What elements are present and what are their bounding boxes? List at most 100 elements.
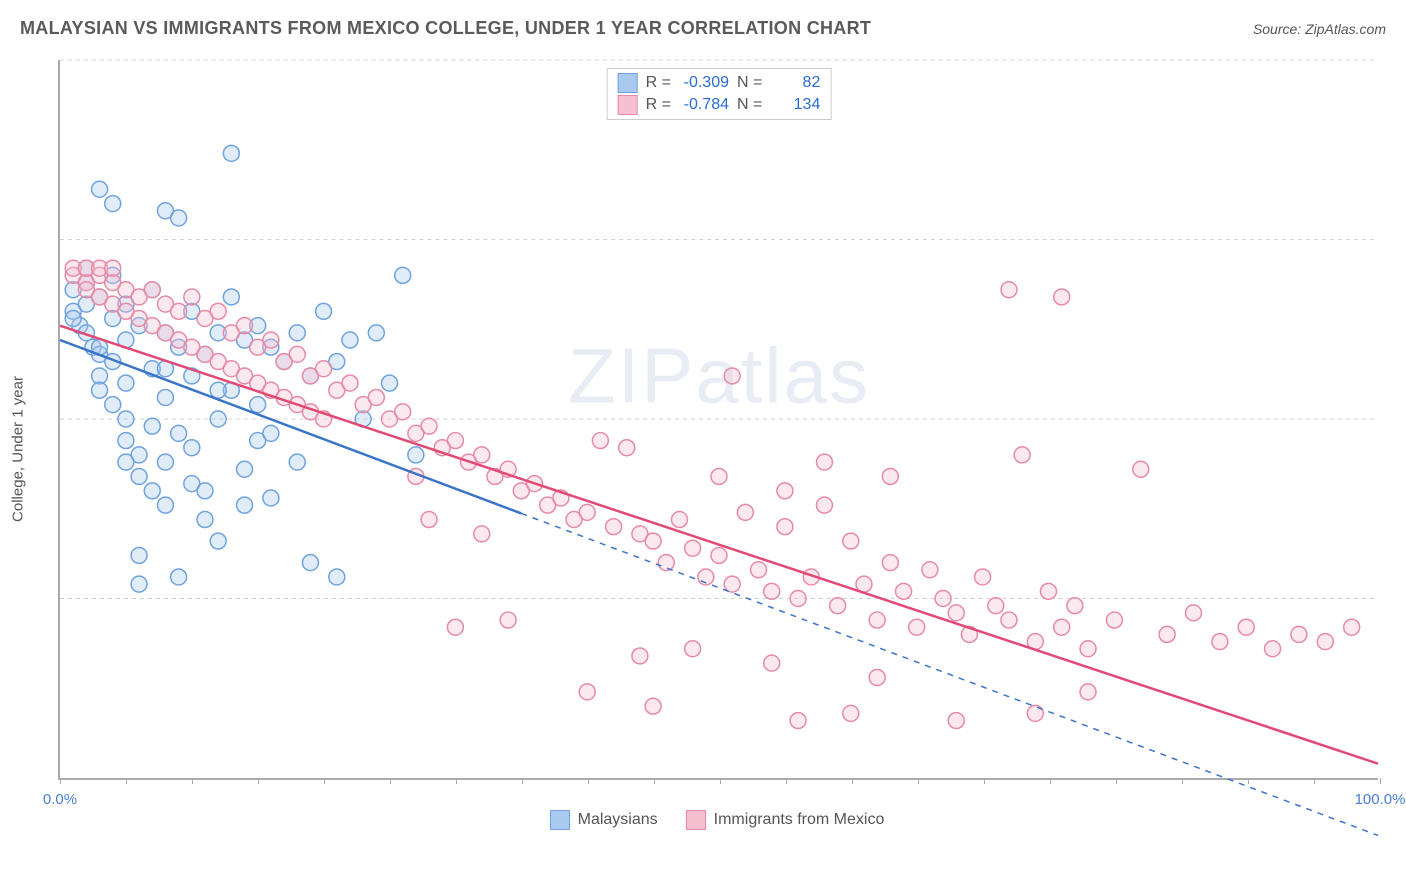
- data-point: [1344, 619, 1360, 635]
- data-point: [843, 705, 859, 721]
- data-point: [711, 468, 727, 484]
- bottom-legend: Malaysians Immigrants from Mexico: [48, 810, 1386, 830]
- data-point: [869, 670, 885, 686]
- data-point: [395, 404, 411, 420]
- chart-container: College, Under 1 year ZIPatlas R = -0.30…: [48, 60, 1386, 838]
- data-point: [645, 533, 661, 549]
- swatch-icon: [686, 810, 706, 830]
- data-point: [988, 598, 1004, 614]
- data-point: [105, 397, 121, 413]
- data-point: [144, 418, 160, 434]
- data-point: [184, 289, 200, 305]
- data-point: [171, 303, 187, 319]
- data-point: [882, 468, 898, 484]
- data-point: [263, 490, 279, 506]
- data-point: [1106, 612, 1122, 628]
- data-point: [724, 368, 740, 384]
- source-attribution: Source: ZipAtlas.com: [1253, 21, 1386, 37]
- data-point: [1001, 612, 1017, 628]
- data-point: [685, 641, 701, 657]
- data-point: [790, 591, 806, 607]
- data-point: [210, 382, 226, 398]
- data-point: [764, 655, 780, 671]
- data-point: [447, 619, 463, 635]
- data-point: [118, 411, 134, 427]
- data-point: [395, 267, 411, 283]
- data-point: [777, 483, 793, 499]
- data-point: [737, 504, 753, 520]
- data-point: [92, 368, 108, 384]
- data-point: [1054, 289, 1070, 305]
- y-axis-label: College, Under 1 year: [10, 376, 27, 522]
- x-tick-label: 0.0%: [43, 791, 77, 808]
- data-point: [421, 418, 437, 434]
- data-point: [579, 504, 595, 520]
- legend-item-malaysians: Malaysians: [550, 810, 658, 830]
- data-point: [105, 260, 121, 276]
- data-point: [1133, 461, 1149, 477]
- data-point: [1080, 641, 1096, 657]
- data-point: [843, 533, 859, 549]
- legend-item-mexico: Immigrants from Mexico: [686, 810, 885, 830]
- data-point: [263, 332, 279, 348]
- data-point: [210, 533, 226, 549]
- regression-line: [60, 326, 1378, 764]
- data-point: [579, 684, 595, 700]
- data-point: [882, 555, 898, 571]
- data-point: [197, 483, 213, 499]
- data-point: [474, 526, 490, 542]
- swatch-icon: [550, 810, 570, 830]
- data-point: [751, 562, 767, 578]
- data-point: [157, 454, 173, 470]
- plot-area: ZIPatlas R = -0.309 N = 82 R = -0.784 N …: [58, 60, 1378, 780]
- data-point: [1041, 583, 1057, 599]
- data-point: [790, 713, 806, 729]
- data-point: [237, 497, 253, 513]
- data-point: [316, 361, 332, 377]
- data-point: [1001, 282, 1017, 298]
- data-point: [1027, 705, 1043, 721]
- y-tick-label: 75.0%: [1388, 232, 1406, 249]
- data-point: [92, 181, 108, 197]
- data-point: [922, 562, 938, 578]
- data-point: [157, 497, 173, 513]
- data-point: [289, 454, 305, 470]
- data-point: [289, 325, 305, 341]
- data-point: [447, 433, 463, 449]
- data-point: [316, 303, 332, 319]
- data-point: [1238, 619, 1254, 635]
- data-point: [197, 512, 213, 528]
- data-point: [500, 612, 516, 628]
- legend-label: Immigrants from Mexico: [714, 811, 885, 829]
- y-tick-label: 100.0%: [1388, 52, 1406, 69]
- data-point: [421, 512, 437, 528]
- data-point: [382, 375, 398, 391]
- data-point: [671, 512, 687, 528]
- data-point: [144, 282, 160, 298]
- data-point: [263, 425, 279, 441]
- regression-line-dashed: [521, 513, 1378, 835]
- data-point: [368, 325, 384, 341]
- data-point: [118, 375, 134, 391]
- data-point: [171, 210, 187, 226]
- data-point: [131, 468, 147, 484]
- data-point: [1291, 626, 1307, 642]
- data-point: [1080, 684, 1096, 700]
- data-point: [685, 540, 701, 556]
- data-point: [619, 440, 635, 456]
- legend-label: Malaysians: [578, 811, 658, 829]
- x-tick-label: 100.0%: [1355, 791, 1406, 808]
- data-point: [1014, 447, 1030, 463]
- data-point: [171, 569, 187, 585]
- data-point: [1067, 598, 1083, 614]
- data-point: [816, 454, 832, 470]
- data-point: [144, 483, 160, 499]
- data-point: [65, 311, 81, 327]
- data-point: [184, 440, 200, 456]
- data-point: [250, 397, 266, 413]
- data-point: [632, 648, 648, 664]
- data-point: [474, 447, 490, 463]
- data-point: [658, 555, 674, 571]
- data-point: [131, 547, 147, 563]
- data-point: [1265, 641, 1281, 657]
